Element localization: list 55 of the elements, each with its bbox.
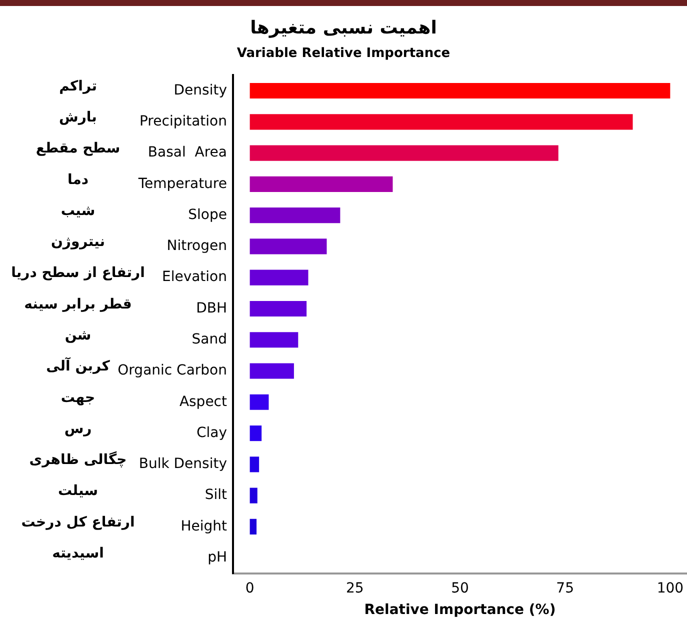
y2-tick-label: چگالی ظاهری <box>29 451 127 468</box>
bar <box>250 145 558 161</box>
bar <box>250 114 633 130</box>
y-tick-label: Basal Area <box>148 144 227 161</box>
y2-tick-label: ارتفاع کل درخت <box>21 514 135 530</box>
y-tick-label: Elevation <box>162 269 227 286</box>
bar <box>250 456 260 472</box>
bar <box>250 238 327 254</box>
x-tick-label: 100 <box>656 580 684 596</box>
bar <box>250 270 308 286</box>
x-tick-label: 0 <box>245 580 254 596</box>
bar <box>250 488 258 504</box>
y-tick-label: Temperature <box>137 176 227 192</box>
y-tick-label: Bulk Density <box>138 456 227 472</box>
y-tick-label: Silt <box>204 487 228 504</box>
bar <box>250 208 340 224</box>
x-tick-label: 75 <box>556 580 574 596</box>
x-axis-title: Relative Importance (%) <box>364 602 556 618</box>
y2-tick-label: شیب <box>60 202 96 219</box>
bar <box>250 518 257 534</box>
y-tick-label: Aspect <box>179 394 228 410</box>
y2-tick-label: جهت <box>60 390 96 406</box>
y2-tick-label: اسیدیته <box>52 545 104 562</box>
bar <box>250 176 393 192</box>
y-tick-label: DBH <box>196 300 227 316</box>
bar <box>250 300 307 317</box>
y2-tick-label: بارش <box>59 110 97 126</box>
y2-tick-label: شن <box>64 328 92 344</box>
y-tick-label: Organic Carbon <box>118 362 227 379</box>
y-tick-label: Height <box>180 518 228 534</box>
y2-tick-label: قطر برابر سینه <box>24 296 132 312</box>
bar <box>250 82 670 99</box>
y2-tick-label: کربن آلی <box>46 356 111 375</box>
y2-tick-label: دما <box>67 172 89 188</box>
y-tick-label: pH <box>208 549 227 566</box>
y2-tick-label: تراکم <box>59 78 97 94</box>
y2-tick-label: ارتفاع از سطح دریا <box>11 265 145 282</box>
y2-tick-label: نیتروژن <box>50 234 106 250</box>
bar <box>250 425 262 442</box>
bar <box>250 363 294 379</box>
y2-tick-label: سیلت <box>58 483 98 500</box>
x-tick-label: 50 <box>451 580 469 596</box>
chart-title: اهمیت نسبی متغیرها <box>250 17 437 38</box>
x-tick-label: 25 <box>346 580 364 596</box>
y2-tick-label: رس <box>64 420 92 437</box>
y-tick-label: Density <box>174 82 227 98</box>
bar <box>250 332 298 348</box>
chart-subtitle: Variable Relative Importance <box>236 46 450 61</box>
y2-tick-label: سطح مقطع <box>36 140 120 157</box>
y-tick-label: Slope <box>188 206 227 223</box>
y-tick-label: Nitrogen <box>166 238 227 254</box>
y-tick-label: Clay <box>196 424 227 441</box>
y-tick-label: Sand <box>192 332 227 348</box>
y-tick-label: Precipitation <box>139 114 227 130</box>
bar <box>250 394 269 410</box>
